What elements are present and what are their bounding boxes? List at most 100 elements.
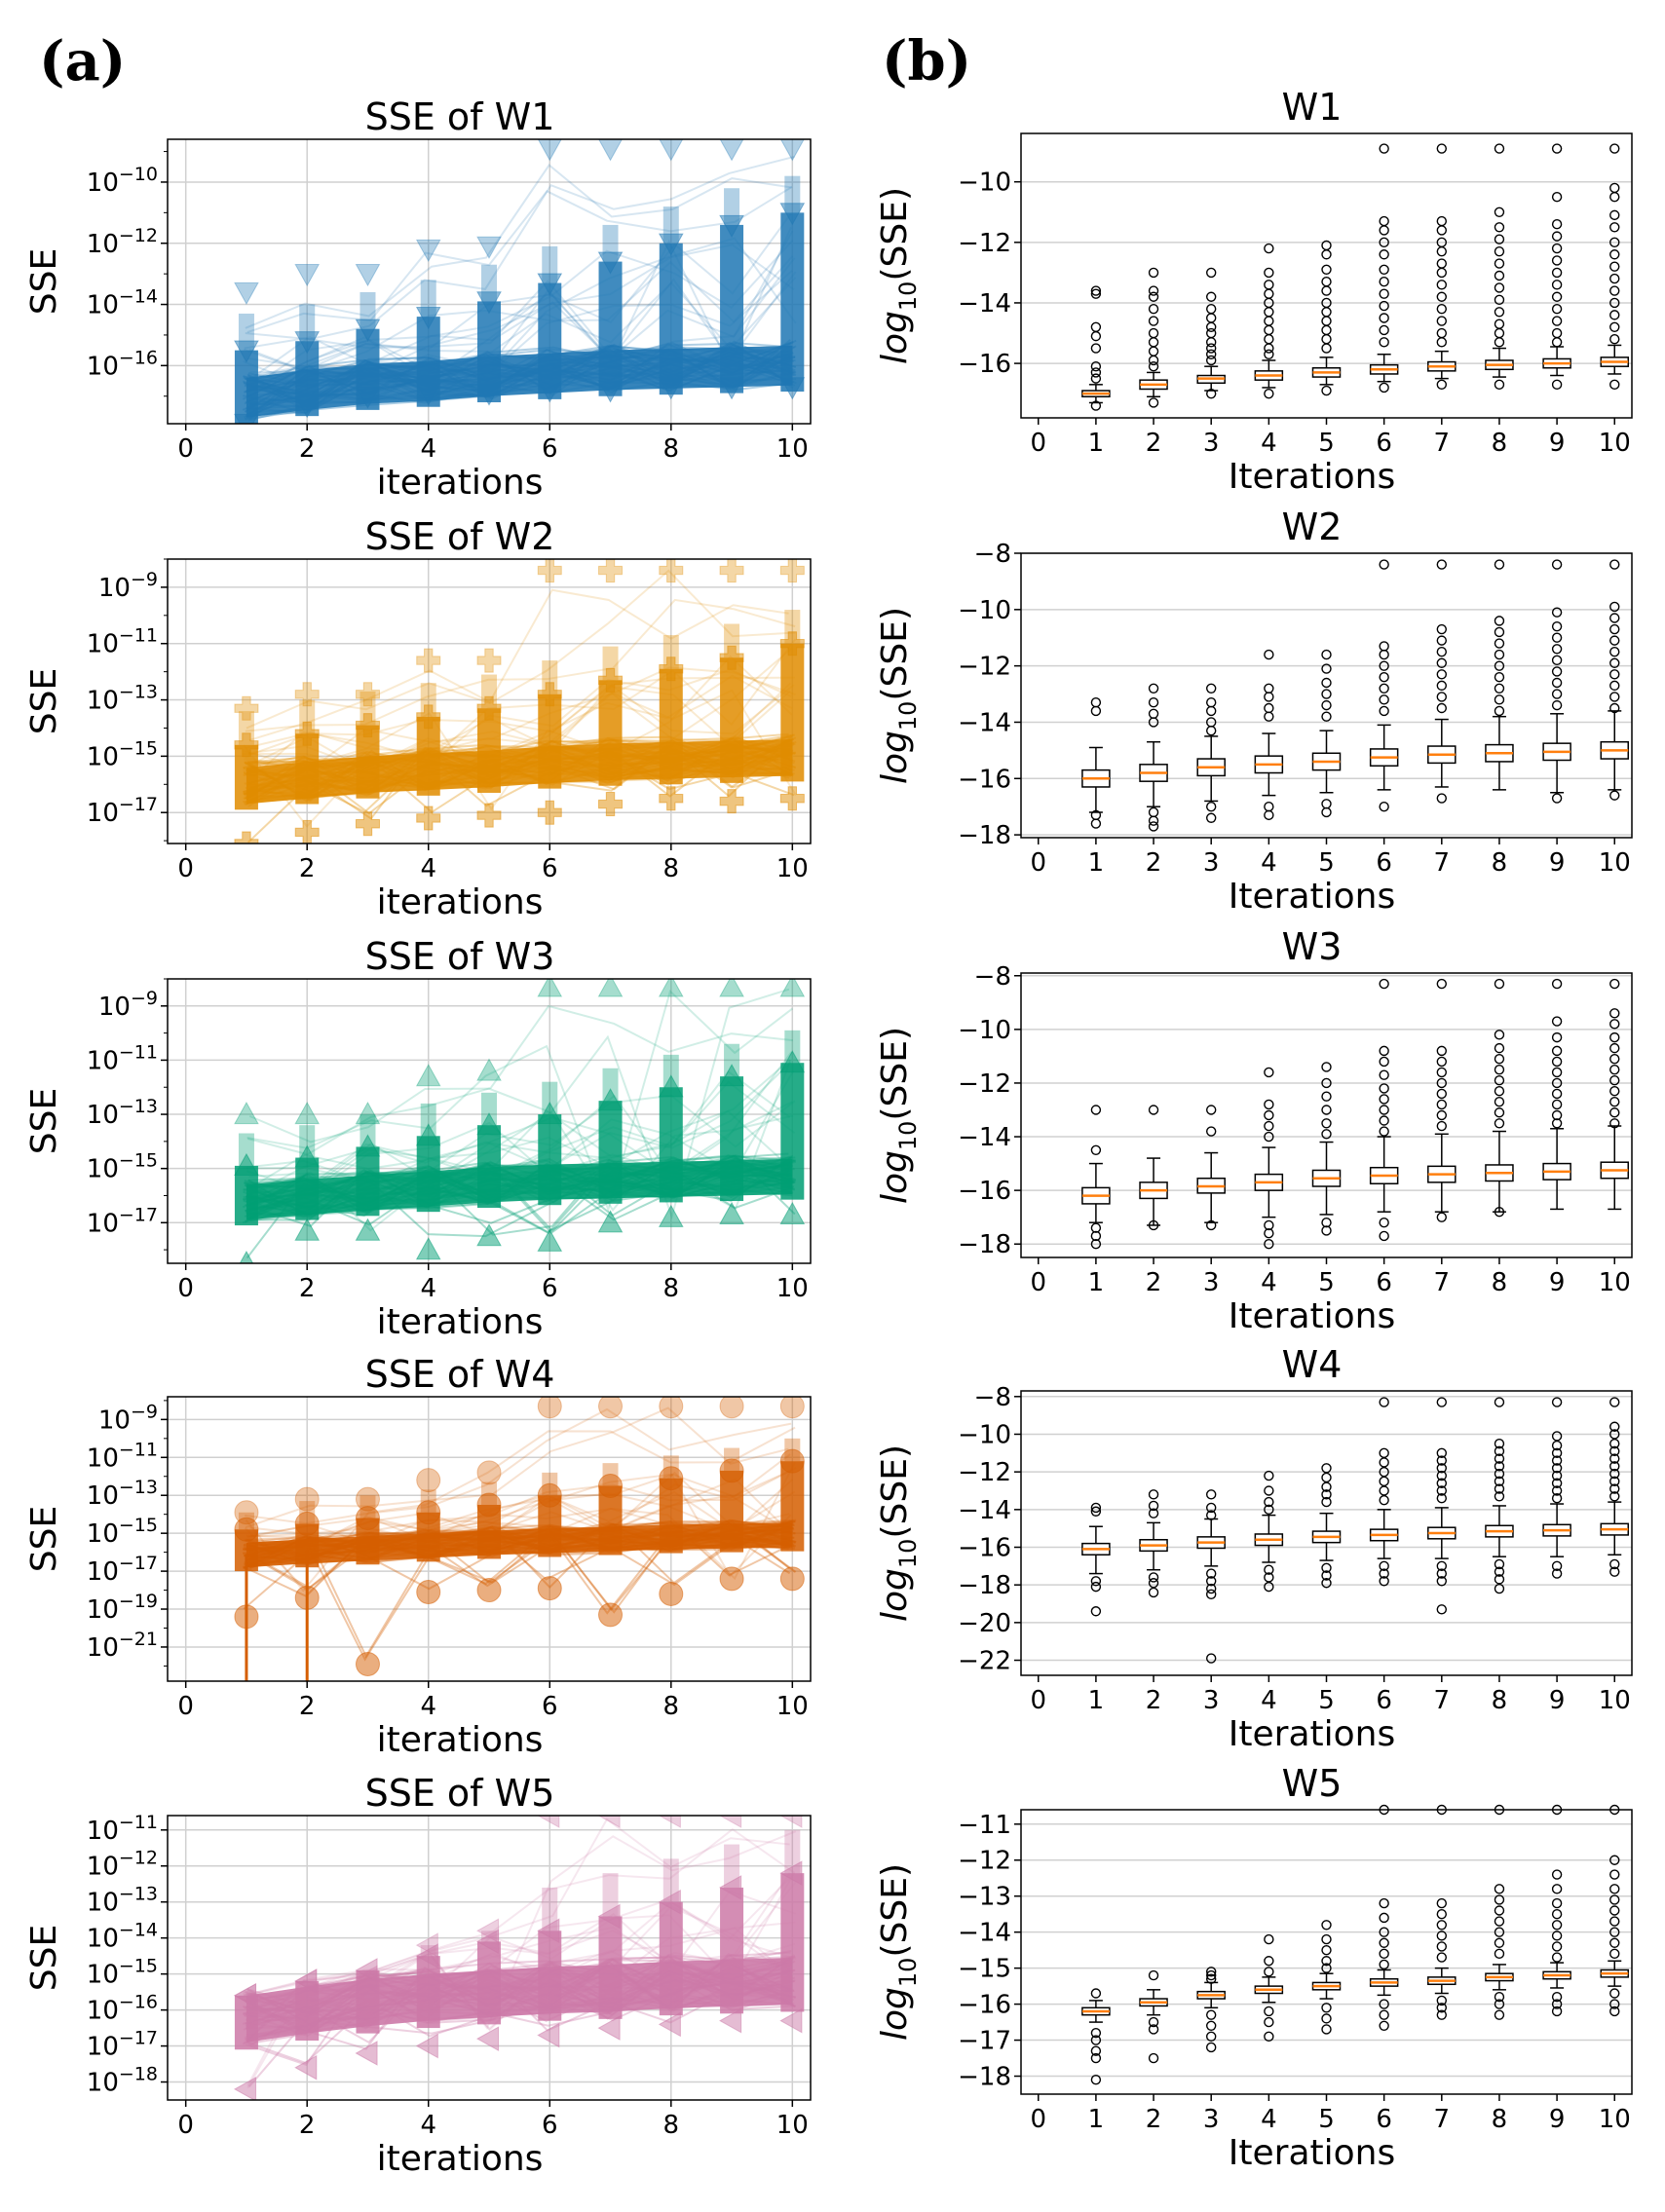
chart-box-w5: 0 1 2 3 4 5 6 7 8 9 10 −11 −12 −13 −14 −15 −16 −17 −18 W5 It… [875, 1762, 1633, 2173]
outlier-point [1321, 334, 1332, 345]
outlier-point [1264, 1956, 1274, 1967]
y-axis-label: log10(SSE) [875, 1027, 922, 1204]
outlier-point [1609, 1855, 1620, 1865]
x-tick-label: 5 [1318, 1686, 1335, 1715]
outlier-point [1379, 1999, 1389, 2009]
outlier-point [1264, 288, 1274, 299]
outlier-point [1494, 1064, 1505, 1075]
outlier-point [1379, 277, 1389, 287]
y-axis-label: SSE [24, 668, 64, 734]
outlier-point [1205, 2031, 1217, 2043]
outlier-point [1205, 303, 1217, 315]
outlier-point [1090, 705, 1102, 717]
outlier-point [1379, 1897, 1389, 1909]
x-tick-label: 9 [1549, 848, 1566, 878]
outlier-point [1321, 1062, 1332, 1072]
outlier-point [1551, 192, 1563, 203]
outlier-point [1379, 1560, 1389, 1572]
outlier-point [1321, 249, 1332, 260]
data-marker [719, 214, 744, 238]
outlier-point [1090, 1988, 1102, 1999]
outlier-point [1551, 1031, 1563, 1043]
chart-title: W3 [1282, 925, 1343, 968]
y-tick-label: 10−11 [87, 1812, 158, 1846]
series-core [246, 1522, 793, 1568]
data-marker [476, 1578, 502, 1603]
outlier-point [1090, 697, 1102, 708]
outlier-point [1321, 1105, 1332, 1115]
outlier-point [1090, 321, 1102, 333]
data-marker [659, 1581, 684, 1606]
outlier-point [1494, 2009, 1505, 2020]
x-tick-label: 9 [1549, 1268, 1566, 1297]
series-line [245, 666, 796, 773]
y-tick-label: −18 [958, 1571, 1011, 1600]
outlier-point [1436, 1212, 1448, 1222]
outlier-point [1264, 1564, 1274, 1575]
outlier-point [1609, 192, 1620, 203]
outlier-point [1609, 237, 1620, 248]
data-marker [416, 1468, 441, 1493]
y-tick-label: 10−13 [87, 1884, 158, 1918]
x-tick-label: 10 [1599, 429, 1631, 458]
outlier-point [1379, 2020, 1389, 2031]
y-tick-label: −10 [958, 1420, 1011, 1449]
outlier-point [1609, 297, 1620, 309]
x-tick-label: 8 [663, 2111, 680, 2140]
outlier-point [1148, 316, 1159, 326]
outlier-point [1205, 1583, 1217, 1594]
outlier-point [1148, 355, 1159, 366]
marker-band-faint [724, 1043, 740, 1077]
box-iteration-4 [1254, 243, 1284, 399]
outlier-point [1148, 683, 1159, 694]
outlier-point [1090, 1606, 1102, 1617]
outlier-point [1148, 267, 1159, 279]
outlier-point [1494, 1445, 1505, 1457]
box-iteration-7 [1427, 559, 1457, 804]
outlier-point [1321, 1481, 1332, 1492]
series-line [246, 1470, 790, 1547]
data-marker [476, 1223, 502, 1247]
x-tick-label: 0 [1030, 1268, 1046, 1297]
data-marker [779, 203, 806, 226]
outlier-point [1148, 285, 1159, 296]
y-tick-label: 10−17 [87, 794, 158, 828]
outlier-point [1379, 237, 1389, 248]
outlier-point [1609, 1008, 1620, 1019]
outlier-point [1494, 1074, 1505, 1086]
series-line [247, 226, 792, 378]
outlier-point [1379, 1476, 1389, 1487]
outlier-point [1551, 1560, 1563, 1572]
outlier-point [1609, 1074, 1620, 1086]
outlier-point [1321, 343, 1332, 354]
data-marker [659, 1397, 684, 1419]
x-tick-label: 2 [1146, 848, 1162, 878]
outlier-point [1321, 1578, 1332, 1589]
outlier-point [1379, 1083, 1389, 1094]
outlier-point [1494, 337, 1505, 348]
outlier-point [1090, 1576, 1102, 1587]
outlier-point [1148, 815, 1159, 826]
outlier-point [1148, 327, 1159, 339]
outlier-point [1205, 1653, 1217, 1664]
outlier-point [1264, 2006, 1274, 2017]
outlier-point [1609, 222, 1620, 233]
x-tick-label: 4 [1261, 848, 1277, 878]
outlier-point [1494, 559, 1505, 570]
outlier-point [1494, 1927, 1505, 1937]
outlier-point [1609, 1042, 1620, 1054]
outlier-point [1436, 1045, 1448, 1057]
outlier-point [1090, 2027, 1102, 2039]
outlier-point [1551, 1920, 1563, 1931]
marker-band-faint [420, 1103, 436, 1137]
x-tick-label: 9 [1549, 429, 1566, 458]
outlier-point [1494, 1042, 1505, 1054]
y-tick-label: 10−10 [87, 164, 158, 198]
outlier-point [1321, 2024, 1332, 2035]
outlier-point [1379, 660, 1389, 671]
outlier-point [1436, 267, 1448, 279]
outlier-point [1379, 1105, 1389, 1115]
series-line [247, 1004, 793, 1156]
outlier-point [1436, 657, 1448, 668]
outlier-point [1609, 702, 1620, 714]
